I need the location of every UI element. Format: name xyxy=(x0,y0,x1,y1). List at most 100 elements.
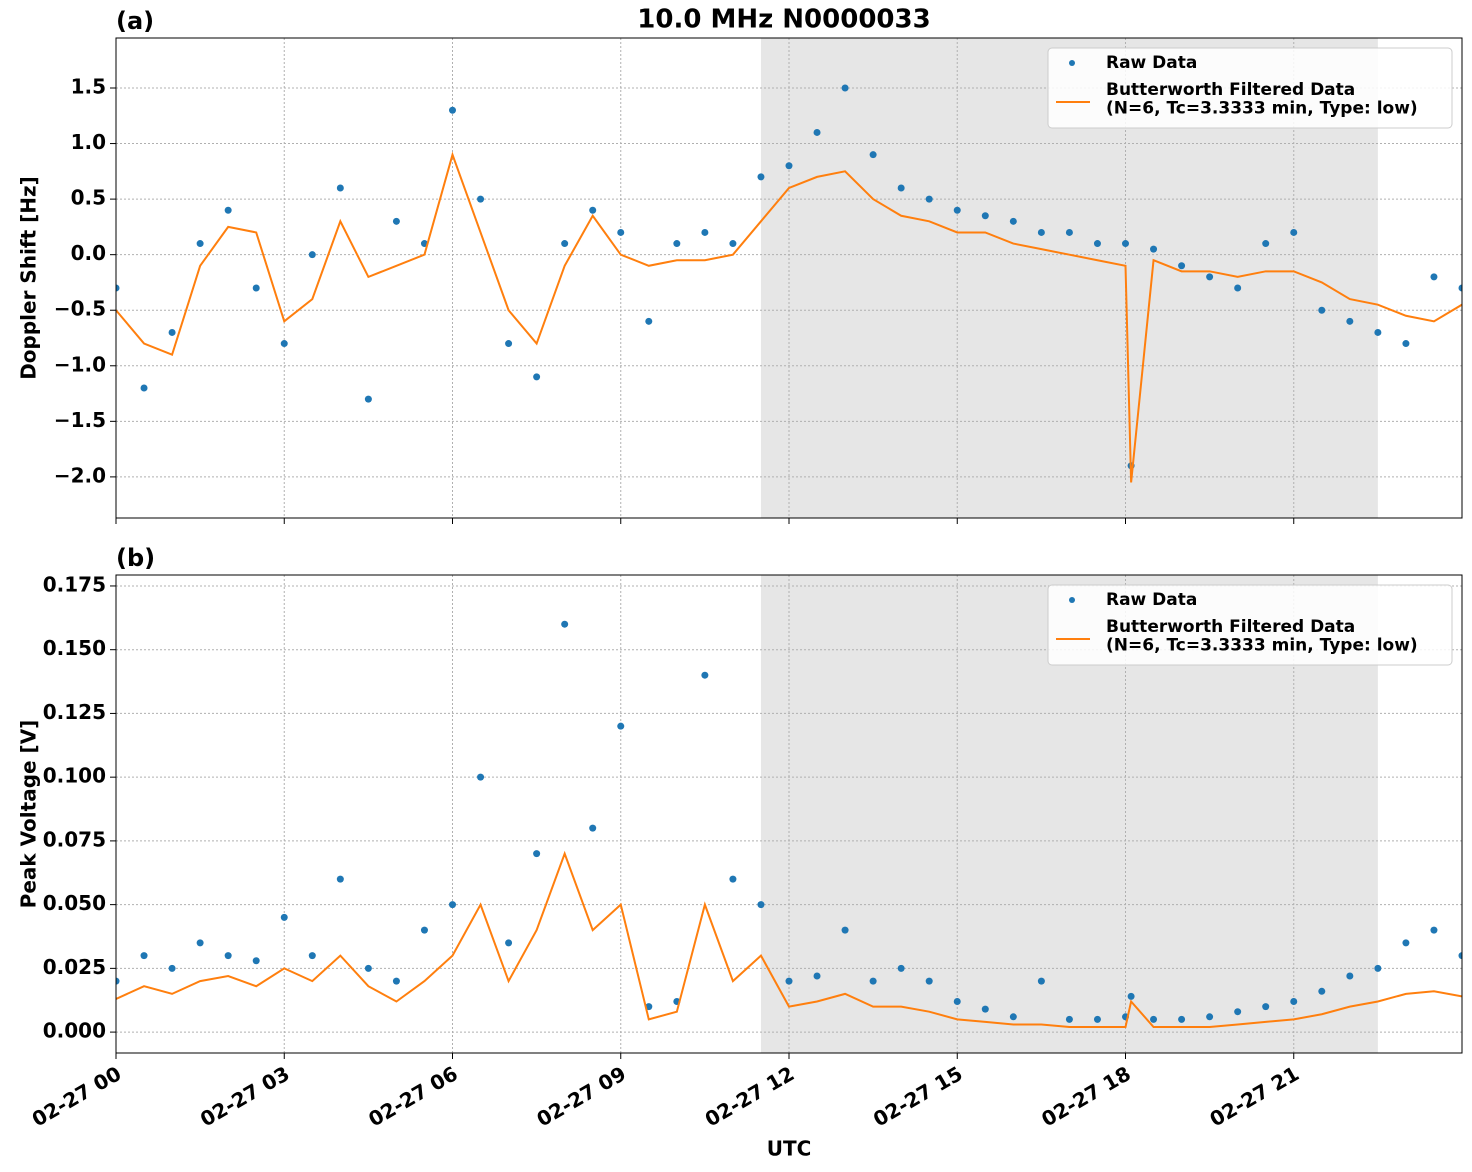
raw-point xyxy=(420,926,428,934)
raw-point xyxy=(1150,1015,1158,1023)
raw-point xyxy=(1178,262,1186,270)
raw-point xyxy=(252,284,260,292)
raw-point xyxy=(1206,273,1214,281)
legend-label: Raw Data xyxy=(1106,53,1197,73)
y-tick-label: 0.050 xyxy=(43,891,106,915)
plot-area xyxy=(116,84,1462,483)
y-tick-label: −2.0 xyxy=(54,463,106,487)
raw-point xyxy=(1346,972,1354,980)
raw-point xyxy=(813,128,821,136)
y-tick-label: 1.5 xyxy=(71,75,106,99)
raw-point xyxy=(785,162,793,170)
raw-point xyxy=(224,206,232,214)
y-tick-label: 0.000 xyxy=(43,1019,106,1043)
raw-point xyxy=(1234,1008,1242,1016)
raw-point xyxy=(897,964,905,972)
raw-point xyxy=(729,875,737,883)
axes-frame xyxy=(115,37,1463,519)
y-tick-label: 0.150 xyxy=(43,636,106,660)
y-tick-label: −0.5 xyxy=(54,297,106,321)
y-tick-label: 0.175 xyxy=(43,572,106,596)
y-tick-label: 0.5 xyxy=(71,186,106,210)
raw-point xyxy=(477,773,485,781)
x-tick-label: 02-27 15 xyxy=(869,1061,967,1131)
raw-point xyxy=(673,240,681,248)
axes-frame xyxy=(115,574,1463,1054)
raw-point xyxy=(1009,1013,1017,1021)
legend: Raw Data Butterworth Filtered Data (N=6, T… xyxy=(1047,47,1453,129)
raw-point xyxy=(392,217,400,225)
raw-point xyxy=(1093,1015,1101,1023)
panel-label: (a) xyxy=(116,7,154,35)
legend: Raw Data Butterworth Filtered Data (N=6, T… xyxy=(1047,584,1453,666)
y-tick-label: 0.0 xyxy=(71,241,106,265)
y-tick-label: 1.0 xyxy=(71,130,106,154)
y-tick-label: −1.5 xyxy=(54,408,106,432)
y-tick-label: 0.025 xyxy=(43,955,106,979)
y-tick-label: 0.100 xyxy=(43,764,106,788)
raw-point xyxy=(196,240,204,248)
raw-point xyxy=(140,952,148,960)
raw-point xyxy=(168,964,176,972)
raw-point xyxy=(1318,987,1326,995)
raw-point xyxy=(168,328,176,336)
raw-point xyxy=(1009,217,1017,225)
raw-point xyxy=(617,722,625,730)
legend-label: Raw Data xyxy=(1106,590,1197,610)
raw-point xyxy=(813,972,821,980)
raw-point xyxy=(1402,340,1410,348)
panel-label: (b) xyxy=(116,544,155,572)
raw-point xyxy=(308,952,316,960)
raw-point xyxy=(1290,998,1298,1006)
raw-point xyxy=(533,850,541,858)
raw-point xyxy=(869,151,877,159)
x-tick-label: 02-27 12 xyxy=(701,1061,799,1131)
raw-point xyxy=(785,977,793,985)
raw-point xyxy=(1374,328,1382,336)
raw-point xyxy=(336,184,344,192)
raw-point xyxy=(925,195,933,203)
legend-box xyxy=(1047,584,1453,666)
raw-point xyxy=(589,824,597,832)
filtered-line xyxy=(116,151,1462,483)
raw-point xyxy=(841,926,849,934)
raw-point xyxy=(1290,228,1298,236)
raw-point xyxy=(364,964,372,972)
raw-point xyxy=(981,212,989,220)
x-tick-label: 02-27 06 xyxy=(364,1061,462,1131)
x-tick-label: 02-27 09 xyxy=(532,1061,630,1131)
raw-point xyxy=(1262,240,1270,248)
raw-point xyxy=(280,913,288,921)
raw-point xyxy=(1374,964,1382,972)
raw-point xyxy=(1402,939,1410,947)
panel: 0.000 0.025 0.050 0.075 0.100 0.125 0.150 0.175… xyxy=(17,544,1463,1161)
y-tick-label: 0.125 xyxy=(43,700,106,724)
raw-point xyxy=(1178,1015,1186,1023)
raw-point xyxy=(1430,926,1438,934)
y-axis-label: Doppler Shift [Hz] xyxy=(17,176,41,380)
raw-point xyxy=(757,901,765,909)
legend-label: Butterworth Filtered Data (N=6, Tc=3.3333… xyxy=(1106,80,1418,119)
raw-point xyxy=(1234,284,1242,292)
x-tick-label: 02-27 00 xyxy=(28,1061,126,1131)
legend-marker xyxy=(1069,597,1075,603)
raw-point xyxy=(953,998,961,1006)
raw-point xyxy=(252,957,260,965)
raw-point xyxy=(449,106,456,114)
y-axis-label: Peak Voltage [V] xyxy=(17,720,41,909)
legend-label: Butterworth Filtered Data (N=6, Tc=3.3333… xyxy=(1106,617,1418,656)
raw-point xyxy=(561,240,569,248)
raw-point xyxy=(196,939,204,947)
raw-point xyxy=(1318,306,1326,314)
raw-point xyxy=(645,317,653,325)
raw-point xyxy=(140,384,148,392)
y-tick-label: −1.0 xyxy=(54,352,106,376)
raw-point xyxy=(477,195,485,203)
raw-point xyxy=(561,620,569,628)
raw-point xyxy=(925,977,933,985)
raw-point xyxy=(701,671,709,679)
raw-point xyxy=(1262,1003,1270,1011)
raw-point xyxy=(364,395,372,403)
plot-area xyxy=(116,620,1462,1028)
